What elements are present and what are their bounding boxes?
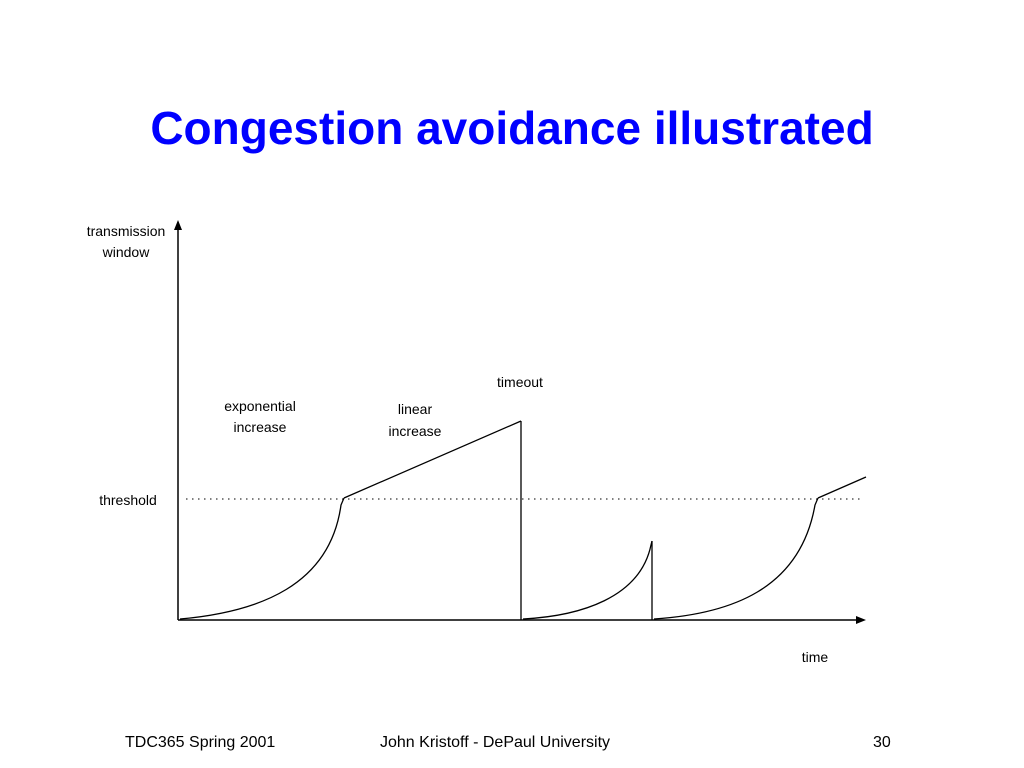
linear-label-line2: increase (389, 423, 442, 439)
footer-page-number: 30 (873, 734, 891, 751)
exponential-curve-1 (179, 497, 345, 620)
linear-label-line1: linear (398, 401, 433, 417)
x-axis-arrowhead (856, 616, 866, 624)
exponential-curve-3 (653, 497, 819, 620)
exponential-label-line1: exponential (224, 398, 296, 414)
y-axis-label-line1: transmission (87, 223, 166, 239)
timeout-label: timeout (497, 374, 543, 390)
y-axis-label-line2: window (102, 244, 151, 260)
footer-course: TDC365 Spring 2001 (125, 734, 276, 751)
x-axis-label: time (802, 649, 829, 665)
linear-increase-line-1 (343, 420, 522, 499)
exponential-label-line2: increase (234, 419, 287, 435)
linear-increase-line-2 (817, 476, 867, 499)
y-axis-arrowhead (174, 220, 182, 230)
footer-author: John Kristoff - DePaul University (380, 734, 611, 751)
slide-title: Congestion avoidance illustrated (150, 102, 874, 154)
exponential-curve-2 (522, 540, 653, 620)
threshold-label: threshold (99, 492, 157, 508)
